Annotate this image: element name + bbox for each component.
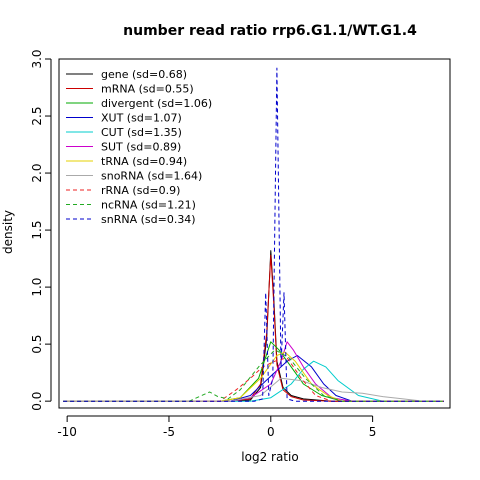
legend-label: ncRNA (sd=1.21)	[101, 199, 196, 212]
y-tick-label: 3.0	[30, 49, 44, 68]
legend-label: gene (sd=0.68)	[101, 68, 187, 81]
x-tick-label: -10	[57, 425, 77, 439]
series-line	[63, 357, 444, 402]
series-line	[63, 355, 444, 402]
x-tick-label: 0	[267, 425, 275, 439]
legend-label: rRNA (sd=0.9)	[101, 184, 180, 197]
series-line	[63, 377, 444, 402]
legend-label: snRNA (sd=0.34)	[101, 213, 196, 226]
y-axis: 0.0 0.5 1.0 1.5 2.0 2.5 3.0	[30, 49, 52, 411]
y-tick-label: 2.5	[30, 106, 44, 125]
legend-label: SUT (sd=0.89)	[101, 141, 181, 154]
series-lines	[63, 67, 444, 402]
series-line	[63, 351, 444, 402]
legend-label: divergent (sd=1.06)	[101, 97, 212, 110]
series-line	[63, 67, 444, 402]
plot-frame	[58, 58, 451, 409]
legend-label: snoRNA (sd=1.64)	[101, 170, 202, 183]
y-tick-label: 1.0	[30, 278, 44, 297]
series-line	[63, 360, 444, 402]
y-tick-label: 2.0	[30, 164, 44, 183]
chart-title: number read ratio rrp6.G1.1/WT.G1.4	[123, 23, 417, 39]
y-tick-label: 0.5	[30, 335, 44, 354]
y-axis-label: density	[1, 210, 15, 254]
legend-label: CUT (sd=1.35)	[101, 126, 182, 139]
x-axis-label: log2 ratio	[241, 450, 298, 464]
legend-label: XUT (sd=1.07)	[101, 112, 182, 125]
y-tick-label: 1.5	[30, 221, 44, 240]
x-tick-label: 5	[369, 425, 377, 439]
x-axis: -10 -5 0 5	[57, 415, 377, 439]
series-line	[63, 349, 444, 402]
x-tick-label: -5	[163, 425, 175, 439]
legend-label: tRNA (sd=0.94)	[101, 155, 187, 168]
y-tick-label: 0.0	[30, 392, 44, 411]
legend: gene (sd=0.68) mRNA (sd=0.55)divergent (s…	[66, 68, 212, 226]
legend-label: mRNA (sd=0.55)	[101, 83, 194, 96]
